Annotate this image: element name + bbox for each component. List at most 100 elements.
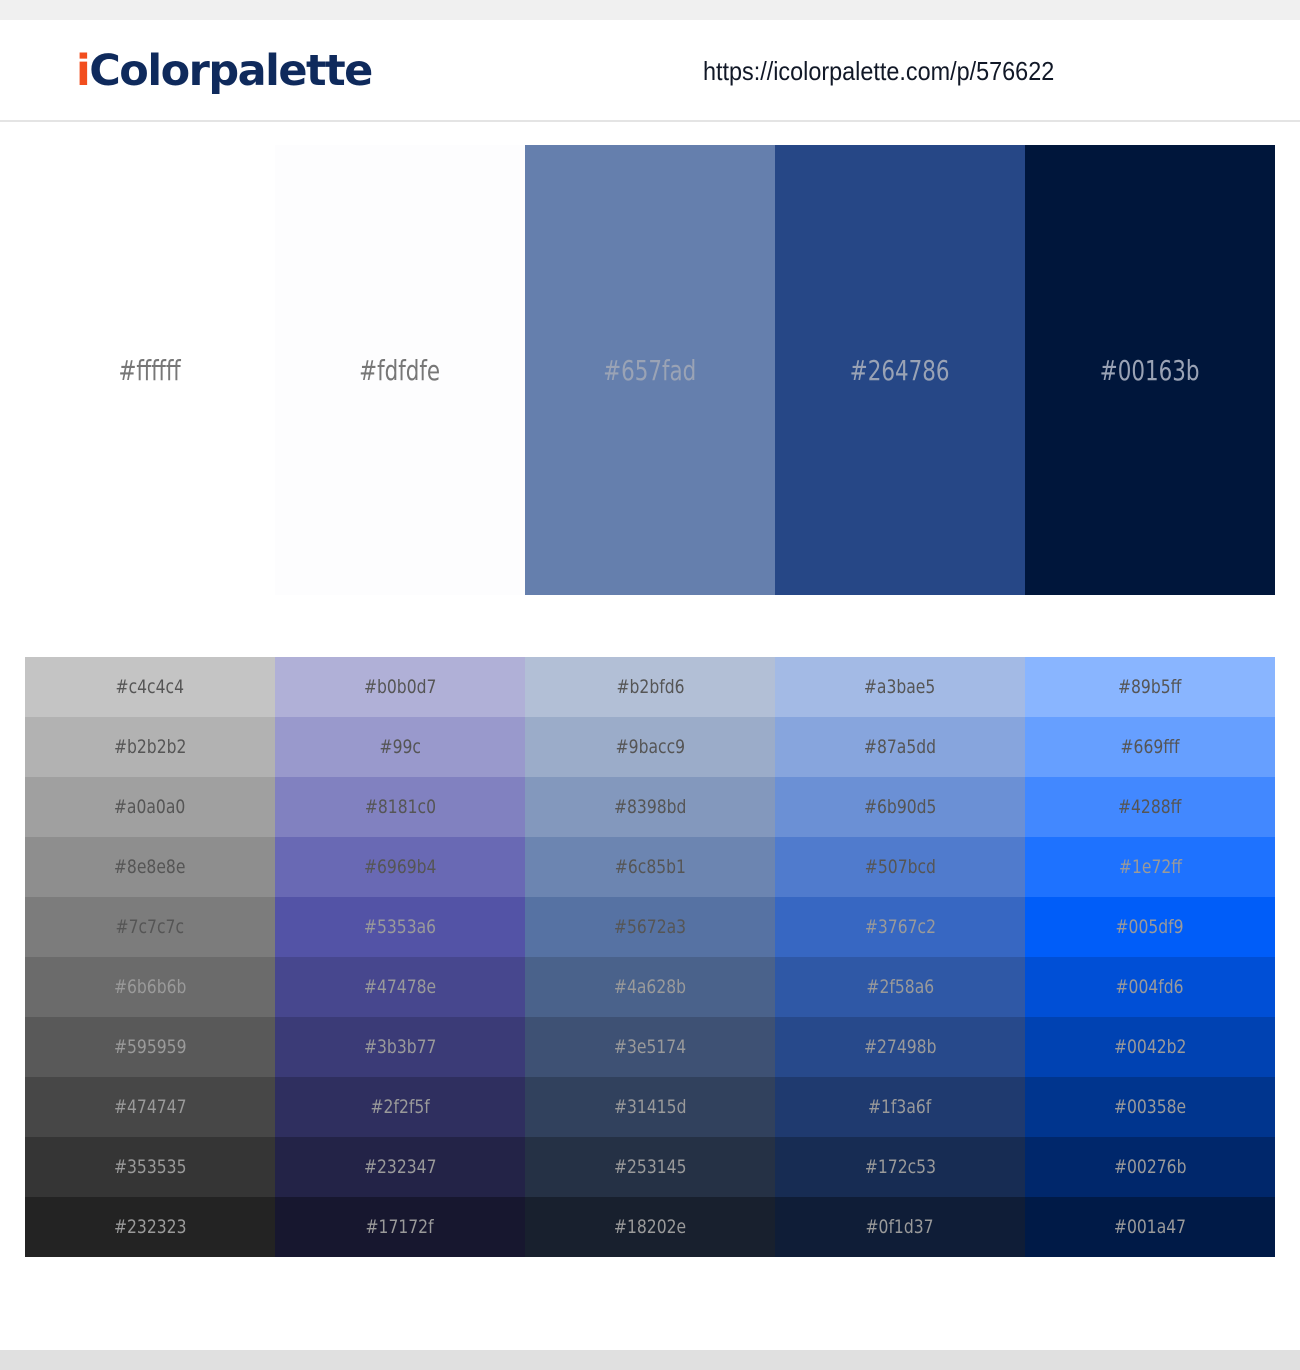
shade-hex-label: #0f1d37 <box>865 1216 935 1238</box>
shade-hex-label: #4a628b <box>613 976 687 998</box>
shade-hex-label: #8398bd <box>613 796 687 818</box>
logo-prefix: i <box>76 46 91 96</box>
shade-swatch[interactable]: #c4c4c4 <box>25 657 275 717</box>
palette-swatch[interactable]: #657fad <box>525 145 775 595</box>
shade-hex-label: #b0b0d7 <box>363 676 437 698</box>
shade-swatch[interactable]: #99c <box>275 717 525 777</box>
shade-swatch[interactable]: #8398bd <box>525 777 775 837</box>
shade-swatch[interactable]: #0042b2 <box>1025 1017 1275 1077</box>
shade-swatch[interactable]: #474747 <box>25 1077 275 1137</box>
shade-swatch[interactable]: #253145 <box>525 1137 775 1197</box>
shade-hex-label: #005df9 <box>1115 916 1185 938</box>
shade-hex-label: #5353a6 <box>363 916 437 938</box>
shade-hex-label: #8e8e8e <box>114 856 186 878</box>
shade-swatch[interactable]: #4288ff <box>1025 777 1275 837</box>
palette-swatch[interactable]: #264786 <box>775 145 1025 595</box>
shade-swatch[interactable]: #005df9 <box>1025 897 1275 957</box>
shade-hex-label: #172c53 <box>864 1156 936 1178</box>
shade-swatch[interactable]: #5353a6 <box>275 897 525 957</box>
shade-hex-label: #8181c0 <box>364 796 436 818</box>
shade-swatch[interactable]: #7c7c7c <box>25 897 275 957</box>
shade-swatch[interactable]: #353535 <box>25 1137 275 1197</box>
shade-hex-label: #2f2f5f <box>370 1096 430 1118</box>
palette-swatch[interactable]: #00163b <box>1025 145 1275 595</box>
shade-hex-label: #9bacc9 <box>615 736 685 758</box>
shade-swatch[interactable]: #2f2f5f <box>275 1077 525 1137</box>
shade-swatch[interactable]: #5672a3 <box>525 897 775 957</box>
shade-swatch[interactable]: #001a47 <box>1025 1197 1275 1257</box>
shade-swatch[interactable]: #00358e <box>1025 1077 1275 1137</box>
shade-hex-label: #3767c2 <box>864 916 936 938</box>
logo[interactable]: iColorpalette <box>76 46 373 96</box>
shade-swatch[interactable]: #6b90d5 <box>775 777 1025 837</box>
shade-swatch[interactable]: #6c85b1 <box>525 837 775 897</box>
shade-swatch[interactable]: #b0b0d7 <box>275 657 525 717</box>
shade-swatch[interactable]: #b2b2b2 <box>25 717 275 777</box>
shade-hex-label: #89b5ff <box>1118 676 1182 698</box>
shade-hex-label: #00276b <box>1113 1156 1187 1178</box>
shade-swatch[interactable]: #595959 <box>25 1017 275 1077</box>
shade-swatch[interactable]: #172c53 <box>775 1137 1025 1197</box>
shade-hex-label: #6b6b6b <box>113 976 187 998</box>
shade-hex-label: #3b3b77 <box>363 1036 437 1058</box>
shade-swatch[interactable]: #8e8e8e <box>25 837 275 897</box>
shade-swatch[interactable]: #669fff <box>1025 717 1275 777</box>
shade-hex-label: #253145 <box>613 1156 687 1178</box>
shade-swatch[interactable]: #18202e <box>525 1197 775 1257</box>
shade-swatch[interactable]: #1e72ff <box>1025 837 1275 897</box>
shade-hex-label: #a3bae5 <box>864 676 936 698</box>
shade-swatch[interactable]: #87a5dd <box>775 717 1025 777</box>
shade-swatch[interactable]: #47478e <box>275 957 525 1017</box>
shade-swatch[interactable]: #232323 <box>25 1197 275 1257</box>
swatch-hex-label: #00163b <box>1100 353 1200 387</box>
shade-swatch[interactable]: #27498b <box>775 1017 1025 1077</box>
main-palette: #ffffff #fdfdfe #657fad #264786 #00163b <box>25 145 1275 595</box>
shade-hex-label: #232347 <box>363 1156 437 1178</box>
shade-hex-label: #7c7c7c <box>115 916 185 938</box>
shade-swatch[interactable]: #6969b4 <box>275 837 525 897</box>
shade-swatch[interactable]: #4a628b <box>525 957 775 1017</box>
shade-swatch[interactable]: #1f3a6f <box>775 1077 1025 1137</box>
shade-swatch[interactable]: #89b5ff <box>1025 657 1275 717</box>
shade-swatch[interactable]: #a0a0a0 <box>25 777 275 837</box>
shade-swatch[interactable]: #232347 <box>275 1137 525 1197</box>
shade-swatch[interactable]: #2f58a6 <box>775 957 1025 1017</box>
swatch-hex-label: #ffffff <box>118 353 182 387</box>
palette-swatch[interactable]: #fdfdfe <box>275 145 525 595</box>
shade-hex-label: #6969b4 <box>363 856 437 878</box>
shade-swatch[interactable]: #31415d <box>525 1077 775 1137</box>
shade-hex-label: #47478e <box>363 976 437 998</box>
shade-hex-label: #3e5174 <box>613 1036 687 1058</box>
shade-swatch[interactable]: #9bacc9 <box>525 717 775 777</box>
shade-swatch[interactable]: #8181c0 <box>275 777 525 837</box>
shade-swatch[interactable]: #3767c2 <box>775 897 1025 957</box>
top-bar <box>0 0 1300 20</box>
shade-hex-label: #a0a0a0 <box>114 796 186 818</box>
shade-swatch[interactable]: #3b3b77 <box>275 1017 525 1077</box>
shade-swatch[interactable]: #b2bfd6 <box>525 657 775 717</box>
shade-swatch[interactable]: #17172f <box>275 1197 525 1257</box>
palette-url[interactable]: https://icolorpalette.com/p/576622 <box>703 56 1055 86</box>
shade-swatch[interactable]: #6b6b6b <box>25 957 275 1017</box>
shade-hex-label: #669fff <box>1120 736 1180 758</box>
palette-swatch[interactable]: #ffffff <box>25 145 275 595</box>
shade-hex-label: #6c85b1 <box>614 856 686 878</box>
shade-hex-label: #b2bfd6 <box>615 676 685 698</box>
shade-swatch[interactable]: #3e5174 <box>525 1017 775 1077</box>
shade-hex-label: #474747 <box>113 1096 187 1118</box>
shade-swatch[interactable]: #0f1d37 <box>775 1197 1025 1257</box>
shade-hex-label: #31415d <box>613 1096 687 1118</box>
shade-hex-label: #2f58a6 <box>866 976 934 998</box>
shade-hex-label: #1e72ff <box>1118 856 1182 878</box>
shade-hex-label: #004fd6 <box>1115 976 1185 998</box>
shade-hex-label: #1f3a6f <box>868 1096 932 1118</box>
shade-hex-label: #27498b <box>863 1036 937 1058</box>
shade-swatch[interactable]: #507bcd <box>775 837 1025 897</box>
shade-swatch[interactable]: #a3bae5 <box>775 657 1025 717</box>
shade-hex-label: #87a5dd <box>863 736 937 758</box>
shade-swatch[interactable]: #00276b <box>1025 1137 1275 1197</box>
shade-hex-label: #b2b2b2 <box>113 736 187 758</box>
shade-swatch[interactable]: #004fd6 <box>1025 957 1275 1017</box>
shade-hex-label: #00358e <box>1113 1096 1187 1118</box>
shade-hex-label: #001a47 <box>1113 1216 1187 1238</box>
